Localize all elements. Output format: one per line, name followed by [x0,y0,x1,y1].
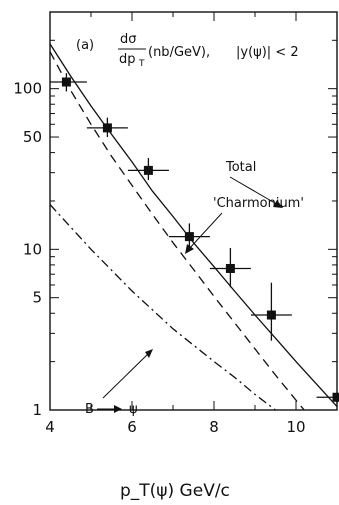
charmonium-arrow-line [187,212,223,251]
series-curve-solid [49,43,338,408]
x-tick-label: 4 [45,418,55,436]
panel-annotation: (a) dσ dp T (nb/GeV), |y(ψ)| < 2 [76,32,299,69]
data-point-marker [225,263,235,273]
series-labels: Total 'Charmonium' B ψ [85,160,304,417]
derivative-denominator-subscript: T [138,59,145,69]
charmonium-label: 'Charmonium' [213,196,304,211]
panel-label: (a) [76,38,94,53]
y-tick-label: 100 [13,80,42,98]
data-point-marker [266,310,276,320]
rapidity-cut-label: |y(ψ)| < 2 [236,45,299,60]
data-points [50,73,339,404]
x-axis-label: p_T(ψ) GeV/c [120,481,230,501]
x-tick-label: 8 [209,418,219,436]
data-point-marker [61,77,71,87]
y-tick-label: 50 [23,128,42,146]
total-arrow-line [229,176,281,207]
charmonium-arrow-head [185,244,194,254]
series-curve-dashed [49,51,305,411]
b-label-pointer-line [102,351,151,399]
axes: 4 6 8 10 1 5 10 50 100 [13,11,338,436]
series-curve-dashdot [49,204,276,411]
y-tick-label: 5 [32,289,42,307]
units-label: (nb/GeV), [148,45,210,60]
b-to-psi-arrow-head [114,405,122,413]
b-label-pointer-head [145,349,153,358]
data-point-marker [102,123,112,133]
x-tick-label: 10 [286,418,305,436]
plot-frame [49,11,338,411]
b-to-psi-right-label: ψ [129,402,138,417]
y-tick-label: 10 [23,240,42,258]
x-tick-label: 6 [127,418,137,436]
total-label: Total [225,160,256,175]
data-point-marker [184,232,194,242]
derivative-denominator: dp [119,52,136,67]
b-to-psi-left-label: B [85,402,94,417]
data-point-marker [332,392,339,402]
y-tick-label: 1 [32,401,42,419]
derivative-numerator: dσ [120,32,137,47]
data-point-marker [143,165,153,175]
curves [49,43,338,411]
total-arrow-head [273,200,283,208]
